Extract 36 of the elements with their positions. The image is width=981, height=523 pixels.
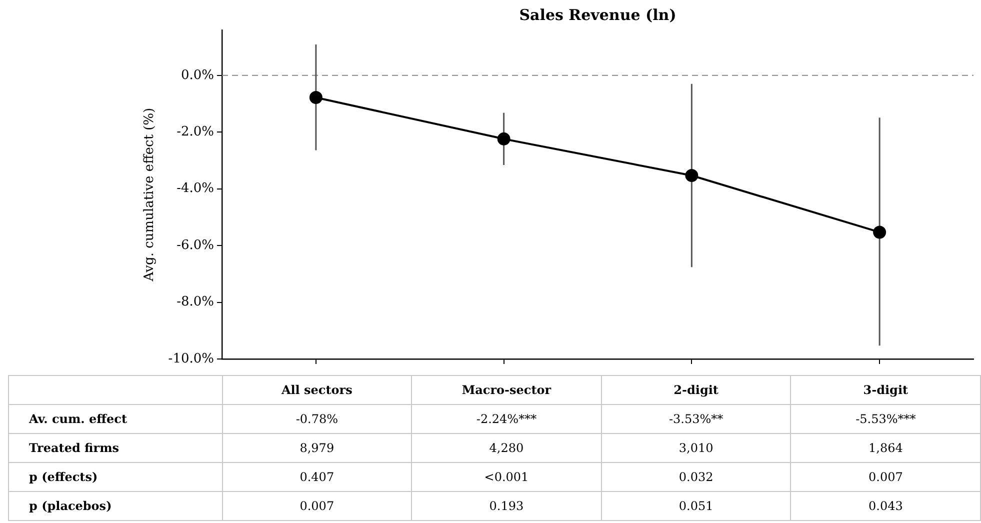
x-tick-label: Macro-sector bbox=[412, 376, 602, 404]
text: 8,979 bbox=[222, 434, 412, 462]
y-tick-label: 0.0% bbox=[180, 68, 214, 83]
y-tick-label: -4.0% bbox=[176, 181, 214, 196]
data-label: -3.53%** bbox=[601, 404, 791, 434]
text: <0.001 bbox=[412, 462, 602, 492]
data-label: -2.24%*** bbox=[412, 404, 602, 434]
text: 1,864 bbox=[790, 434, 980, 462]
y-tick-label: -10.0% bbox=[168, 351, 214, 366]
y-tick-label: -6.0% bbox=[176, 238, 214, 253]
text: 0.007 bbox=[222, 492, 412, 520]
data-label: -5.53%*** bbox=[790, 404, 980, 434]
point bbox=[685, 169, 698, 182]
x-tick-label: 2-digit bbox=[601, 376, 791, 404]
text: p (effects) bbox=[8, 462, 222, 492]
data-label: -0.78% bbox=[222, 404, 412, 434]
point bbox=[873, 226, 886, 239]
text: Treated firms bbox=[8, 434, 222, 462]
text: Av. cum. effect bbox=[8, 404, 222, 434]
y-tick-label: -8.0% bbox=[176, 294, 214, 310]
text: 0.407 bbox=[222, 462, 412, 492]
text: p (placebos) bbox=[8, 492, 222, 520]
text: 0.043 bbox=[790, 492, 980, 520]
text: 0.032 bbox=[601, 462, 791, 492]
x-tick-label: 3-digit bbox=[790, 376, 980, 404]
point bbox=[497, 132, 510, 146]
point bbox=[309, 91, 322, 104]
text: 0.007 bbox=[790, 462, 980, 492]
chart-title: Sales Revenue (ln) bbox=[519, 6, 676, 24]
text: 0.051 bbox=[601, 492, 791, 520]
text: 4,280 bbox=[412, 434, 602, 462]
text: 0.193 bbox=[412, 492, 602, 520]
y-tick-label: -2.0% bbox=[176, 124, 214, 140]
text: 3,010 bbox=[601, 434, 791, 462]
x-tick-label: All sectors bbox=[222, 376, 412, 404]
y-axis-title: Avg. cumulative effect (%) bbox=[142, 108, 158, 282]
